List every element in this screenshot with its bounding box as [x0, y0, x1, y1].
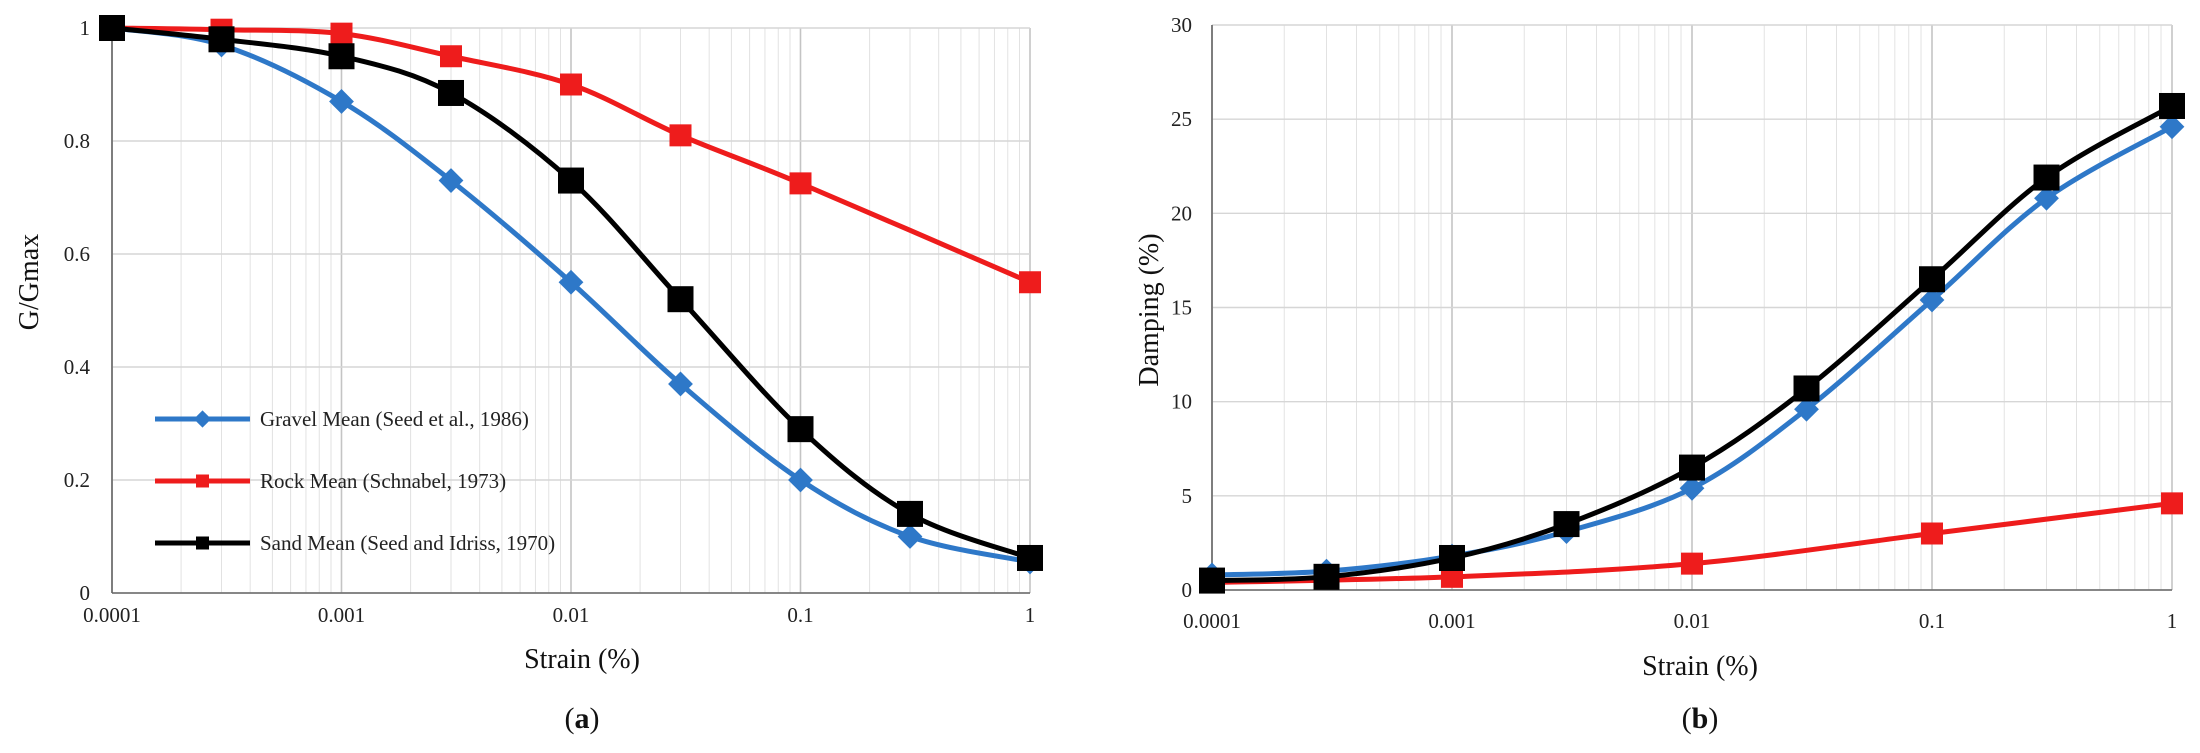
- y-tick-label: 0: [80, 581, 91, 605]
- panel-label-a: (a): [565, 702, 600, 735]
- legend-label: Rock Mean (Schnabel, 1973): [260, 469, 506, 493]
- y-tick-label: 0.4: [64, 355, 91, 379]
- legend-label: Sand Mean (Seed and Idriss, 1970): [260, 531, 555, 555]
- series-layer-a: [99, 15, 1043, 575]
- data-point: [1919, 266, 1945, 293]
- x-tick-label: 0.1: [787, 603, 813, 627]
- data-point: [1019, 271, 1041, 294]
- series-line: [1209, 124, 2175, 578]
- y-tick-label: 30: [1171, 13, 1192, 37]
- data-point: [1679, 475, 1705, 501]
- y-tick-label: 0.6: [64, 242, 90, 266]
- x-tick-label: 1: [1025, 603, 1036, 627]
- data-point: [1793, 375, 1820, 402]
- data-point: [330, 22, 353, 45]
- axes-b: [1211, 25, 2172, 591]
- grid-b: [1211, 24, 2173, 591]
- chart-panel-a: 0.0001 0.001 0.01 0.1 1 0 0.2 0.4 0.6 0.8 1 Strain…: [14, 15, 1043, 735]
- series-line: [1209, 103, 2175, 584]
- x-tick-label: 0.01: [553, 603, 590, 627]
- x-tick-label: 0.001: [318, 603, 365, 627]
- grid-a: [111, 27, 1031, 594]
- data-point: [1439, 544, 1465, 571]
- data-point: [558, 167, 584, 194]
- legend-item: Gravel Mean (Seed et al., 1986): [155, 407, 529, 431]
- series-2: [99, 15, 1043, 571]
- data-point: [1921, 522, 1943, 545]
- data-point: [2159, 92, 2185, 119]
- y-tick-label: 10: [1171, 390, 1192, 414]
- data-point: [1553, 511, 1580, 538]
- x-tick-label: 0.0001: [83, 603, 141, 627]
- data-point: [787, 416, 814, 443]
- data-point: [1681, 552, 1703, 575]
- data-point: [558, 269, 584, 295]
- panel-label-b: (b): [1682, 702, 1719, 735]
- x-tick-label: 1: [2167, 609, 2178, 633]
- data-point: [896, 500, 923, 527]
- x-tick-label: 0.1: [1919, 609, 1945, 633]
- x-tick-label: 0.001: [1428, 609, 1475, 633]
- series-layer-b: [1199, 92, 2185, 594]
- data-point: [668, 371, 693, 397]
- data-point: [897, 524, 923, 549]
- panel-letter-b: b: [1692, 702, 1709, 735]
- legend-marker: [196, 474, 209, 488]
- legend-item: Rock Mean (Schnabel, 1973): [155, 469, 506, 493]
- data-point: [1441, 565, 1463, 588]
- data-point: [1313, 563, 1340, 590]
- data-point: [1794, 396, 1819, 422]
- tick-labels-a: 0.0001 0.001 0.01 0.1 1 0 0.2 0.4 0.6 0.8 1: [64, 16, 1036, 627]
- y-tick-label: 0.8: [64, 129, 90, 153]
- data-point: [667, 286, 694, 313]
- data-point: [2033, 164, 2060, 191]
- data-point: [439, 45, 462, 68]
- y-tick-label: 0.2: [64, 468, 90, 492]
- x-axis-title-b: Strain (%): [1642, 651, 1758, 682]
- y-tick-label: 0: [1182, 578, 1193, 602]
- data-point: [99, 15, 125, 41]
- series-1: [101, 17, 1041, 294]
- data-point: [788, 467, 813, 493]
- y-tick-label: 25: [1171, 107, 1192, 131]
- data-point: [1199, 567, 1225, 594]
- data-point: [669, 124, 692, 147]
- series-2: [1199, 92, 2185, 594]
- panel-letter-a: a: [575, 702, 590, 735]
- x-tick-label: 0.01: [1674, 609, 1711, 633]
- y-tick-label: 1: [80, 16, 91, 40]
- legend-marker: [193, 410, 212, 428]
- data-point: [789, 172, 812, 195]
- axes-a: [111, 28, 1030, 594]
- legend-label: Gravel Mean (Seed et al., 1986): [260, 407, 529, 431]
- x-tick-label: 0.0001: [1183, 609, 1241, 633]
- legend-item: Sand Mean (Seed and Idriss, 1970): [155, 531, 555, 555]
- y-axis-title-a: G/Gmax: [14, 234, 45, 330]
- data-point: [328, 43, 355, 70]
- data-point: [1919, 287, 1945, 313]
- legend-marker: [196, 536, 209, 550]
- data-point: [2034, 185, 2059, 211]
- x-axis-title-a: Strain (%): [524, 644, 640, 675]
- data-point: [437, 79, 464, 106]
- data-point: [2159, 114, 2185, 140]
- legend-a: Gravel Mean (Seed et al., 1986) Rock Mean…: [155, 407, 555, 555]
- data-point: [2161, 492, 2183, 515]
- data-point: [1017, 544, 1043, 571]
- data-point: [329, 89, 354, 114]
- y-tick-label: 15: [1171, 296, 1192, 320]
- data-point: [1679, 454, 1705, 481]
- y-axis-title-b: Damping (%): [1134, 233, 1165, 386]
- data-point: [438, 168, 464, 193]
- y-tick-label: 5: [1182, 484, 1193, 508]
- y-tick-label: 20: [1171, 201, 1192, 225]
- data-point: [560, 73, 582, 96]
- data-point: [208, 26, 235, 53]
